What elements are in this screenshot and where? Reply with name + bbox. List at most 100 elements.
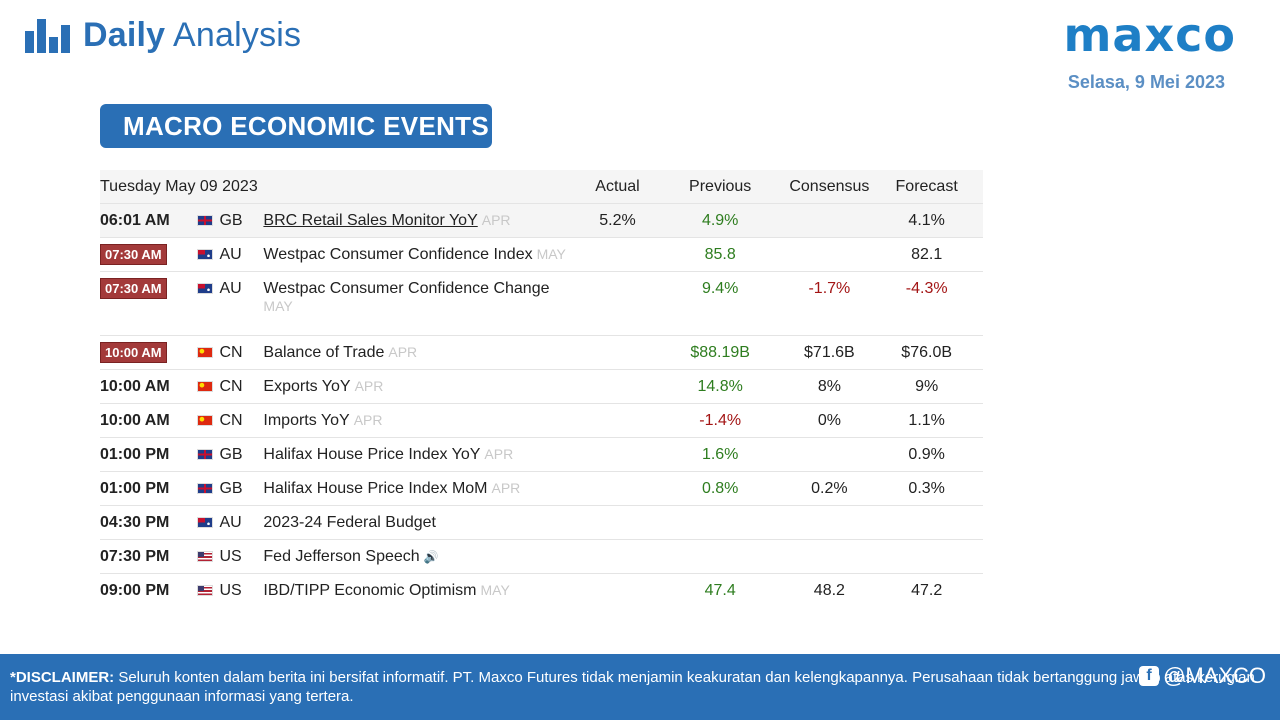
event-country: US (197, 539, 264, 574)
country-code: GB (219, 211, 243, 229)
forecast-value: 9% (870, 369, 983, 404)
previous-value (651, 539, 789, 574)
consensus-header: Consensus (788, 170, 871, 204)
speaker-icon[interactable]: 🔊 (423, 549, 439, 564)
disclaimer-label: *DISCLAIMER: (10, 669, 115, 686)
event-period: APR (353, 411, 383, 428)
forecast-value (870, 505, 983, 540)
event-country: GB (197, 203, 264, 238)
event-name[interactable]: Halifax House Price Index MoM APR (263, 471, 584, 506)
event-name[interactable]: Exports YoY APR (263, 369, 584, 404)
country-code: GB (219, 445, 243, 463)
table-row[interactable]: 10:00 AM CN Exports YoY APR 14.8% 8% 9% (100, 369, 983, 404)
section-title: MACRO ECONOMIC EVENTS (100, 104, 492, 148)
au-flag-icon (197, 248, 214, 260)
event-time: 07:30 PM (100, 539, 198, 574)
table-row[interactable]: 07:30 AM AU Westpac Consumer Confidence … (100, 237, 983, 272)
report-date: Selasa, 9 Mei 2023 (1067, 72, 1225, 92)
forecast-header: Forecast (870, 170, 983, 204)
table-row[interactable]: 09:00 PM US IBD/TIPP Economic Optimism MA… (100, 573, 983, 607)
us-flag-icon (197, 550, 214, 562)
event-link[interactable]: IBD/TIPP Economic Optimism (263, 581, 477, 599)
event-time: 07:30 AM (100, 237, 198, 272)
au-flag-icon (197, 516, 214, 528)
forecast-value: 47.2 (870, 573, 983, 607)
consensus-value: -1.7% (788, 271, 871, 336)
social-handle-text: @MAXCO (1162, 663, 1266, 688)
country-code: AU (219, 245, 242, 263)
event-name[interactable]: Imports YoY APR (263, 403, 584, 438)
table-row[interactable]: 01:00 PM GB Halifax House Price Index Yo… (100, 437, 983, 472)
event-link[interactable]: Halifax House Price Index YoY (263, 445, 481, 463)
forecast-value (870, 539, 983, 574)
event-country: AU (197, 237, 264, 272)
social-handle[interactable]: f @MAXCO (1138, 663, 1266, 689)
event-name[interactable]: IBD/TIPP Economic Optimism MAY (263, 573, 584, 607)
event-link[interactable]: Westpac Consumer Confidence Index (263, 245, 533, 263)
country-code: AU (219, 280, 242, 297)
cn-flag-icon (197, 346, 214, 358)
country-code: US (219, 581, 242, 599)
event-link[interactable]: Imports YoY (263, 411, 350, 429)
previous-value: 1.6% (651, 437, 789, 472)
forecast-value: -4.3% (870, 271, 983, 336)
country-code: CN (219, 411, 243, 429)
event-period: APR (354, 377, 384, 394)
actual-value (583, 505, 652, 540)
consensus-value (788, 539, 871, 574)
actual-header: Actual (583, 170, 652, 204)
event-country: AU (197, 271, 264, 336)
event-name[interactable]: Westpac Consumer Confidence Change MAY (263, 271, 584, 336)
forecast-value: 4.1% (870, 203, 983, 238)
event-link[interactable]: Fed Jefferson Speech (263, 547, 420, 565)
event-link[interactable]: 2023-24 Federal Budget (263, 513, 436, 531)
forecast-value: 0.3% (870, 471, 983, 506)
cn-flag-icon (197, 414, 214, 426)
event-name[interactable]: Balance of Trade APR (263, 335, 584, 370)
event-name[interactable]: Fed Jefferson Speech 🔊 (263, 539, 584, 574)
event-country: GB (197, 471, 264, 506)
event-link[interactable]: Exports YoY (263, 377, 351, 395)
consensus-value: 0.2% (788, 471, 871, 506)
consensus-value: 0% (788, 403, 871, 438)
event-period: MAY (263, 298, 293, 314)
header-title: Daily Analysis (83, 16, 301, 55)
table-row[interactable]: 01:00 PM GB Halifax House Price Index Mo… (100, 471, 983, 506)
consensus-value (788, 237, 871, 272)
consensus-value: $71.6B (788, 335, 871, 370)
event-link[interactable]: Halifax House Price Index MoM (263, 479, 488, 497)
table-row[interactable]: 10:00 AM CN Imports YoY APR -1.4% 0% 1.1% (100, 403, 983, 438)
previous-value (651, 505, 789, 540)
actual-value (583, 271, 652, 336)
table-row[interactable]: 07:30 AM AU Westpac Consumer Confidence … (100, 271, 983, 336)
event-name[interactable]: Halifax House Price Index YoY APR (263, 437, 584, 472)
actual-value (583, 237, 652, 272)
table-row[interactable]: 10:00 AM CN Balance of Trade APR $88.19B … (100, 335, 983, 370)
country-code: US (219, 547, 242, 565)
event-time: 07:30 AM (100, 271, 198, 336)
previous-value: 9.4% (651, 271, 789, 336)
actual-value (583, 437, 652, 472)
forecast-value: 1.1% (870, 403, 983, 438)
consensus-value (788, 505, 871, 540)
previous-value: 85.8 (651, 237, 789, 272)
event-link[interactable]: Westpac Consumer Confidence Change (263, 280, 550, 297)
table-row[interactable]: 07:30 PM US Fed Jefferson Speech 🔊 (100, 539, 983, 574)
time-badge: 07:30 AM (100, 278, 167, 299)
table-row[interactable]: 06:01 AM GB BRC Retail Sales Monitor YoY… (100, 203, 983, 238)
previous-value: 4.9% (651, 203, 789, 238)
event-name[interactable]: 2023-24 Federal Budget (263, 505, 584, 540)
event-name[interactable]: BRC Retail Sales Monitor YoY APR (263, 203, 584, 238)
facebook-icon: f (1138, 666, 1159, 686)
event-name[interactable]: Westpac Consumer Confidence Index MAY (263, 237, 584, 272)
gb-flag-icon (197, 448, 214, 460)
event-link[interactable]: BRC Retail Sales Monitor YoY (263, 211, 478, 229)
disclaimer-text: Seluruh konten dalam berita ini bersifat… (10, 669, 1255, 705)
event-country: CN (197, 369, 264, 404)
header-logo: Daily Analysis (25, 16, 301, 55)
event-period: APR (491, 479, 521, 496)
table-row[interactable]: 04:30 PM AU 2023-24 Federal Budget (100, 505, 983, 540)
actual-value (583, 471, 652, 506)
event-country: CN (197, 335, 264, 370)
event-link[interactable]: Balance of Trade (263, 343, 385, 361)
